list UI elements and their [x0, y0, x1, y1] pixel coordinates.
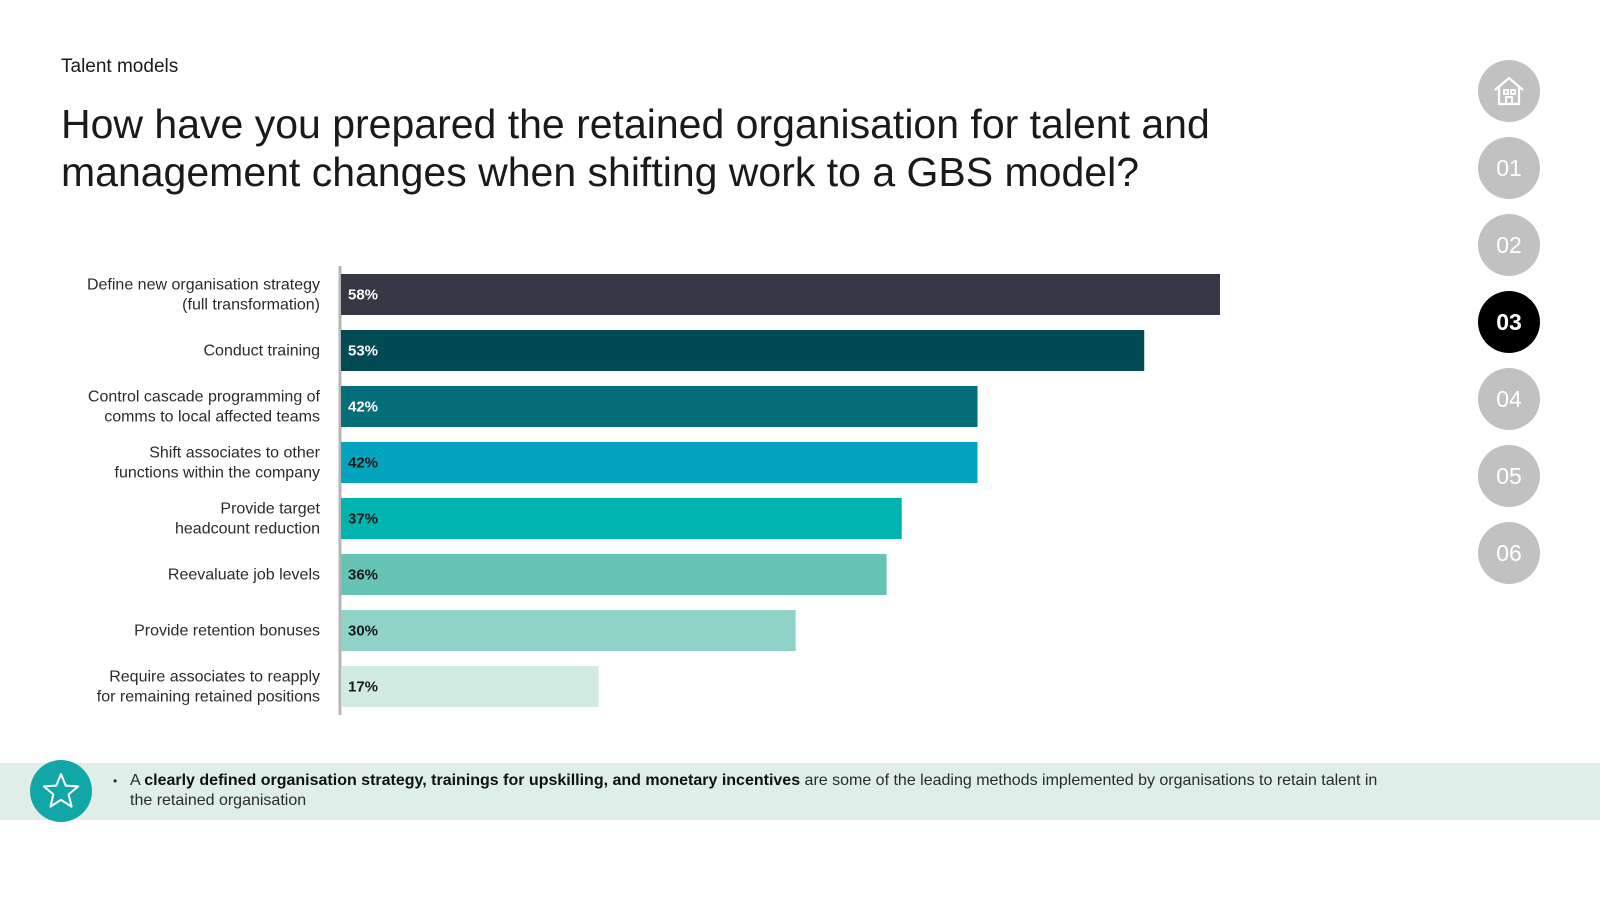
- bar-7: [341, 610, 796, 651]
- value-label-3: 42%: [348, 399, 378, 416]
- bar-4: [341, 442, 978, 483]
- nav-item-03[interactable]: 03: [1478, 291, 1540, 353]
- category-label-5-line-2: headcount reduction: [175, 521, 320, 538]
- bar-1: [341, 274, 1220, 315]
- insight-rest: are some of the leading methods implemen…: [130, 772, 1378, 809]
- value-label-8: 17%: [348, 679, 378, 696]
- star-icon: [42, 773, 80, 808]
- insight-text: • A clearly defined organisation strateg…: [113, 771, 1403, 811]
- category-label-3-line-1: Control cascade programming of: [88, 389, 321, 406]
- category-label-6: Reevaluate job levels: [168, 567, 320, 584]
- category-label-2: Conduct training: [203, 343, 320, 360]
- bar-6: [341, 554, 887, 595]
- key-insight-banner: [0, 763, 1600, 820]
- category-label-3-line-2: comms to local affected teams: [104, 409, 320, 426]
- value-label-6: 36%: [348, 567, 378, 584]
- category-label-8-line-1: Require associates to reapply: [109, 669, 320, 686]
- category-label-5-line-1: Provide target: [220, 501, 320, 518]
- bar-2: [341, 330, 1145, 371]
- bullet-marker: •: [113, 774, 118, 788]
- page-title: How have you prepared the retained organ…: [61, 100, 1311, 196]
- category-label-1-line-2: (full transformation): [182, 297, 320, 314]
- bar-3: [341, 386, 978, 427]
- category-label-4-line-1: Shift associates to other: [149, 445, 320, 462]
- nav-item-02[interactable]: 02: [1478, 214, 1540, 276]
- value-label-4: 42%: [348, 455, 378, 472]
- nav-item-06[interactable]: 06: [1478, 522, 1540, 584]
- value-label-7: 30%: [348, 623, 378, 640]
- nav-item-01[interactable]: 01: [1478, 137, 1540, 199]
- title-line-1: How have you prepared the retained organ…: [61, 101, 1210, 147]
- insight-prefix: A: [130, 772, 145, 789]
- value-label-2: 53%: [348, 343, 378, 360]
- nav-home-button[interactable]: [1478, 60, 1540, 122]
- category-label-7: Provide retention bonuses: [134, 623, 320, 640]
- category-label-8-line-2: for remaining retained positions: [97, 689, 320, 706]
- insight-badge: [30, 760, 92, 822]
- insight-highlight: clearly defined organisation strategy, t…: [144, 772, 801, 789]
- value-label-5: 37%: [348, 511, 378, 528]
- bar-5: [341, 498, 902, 539]
- section-label: Talent models: [61, 56, 179, 77]
- value-label-1: 58%: [348, 287, 378, 304]
- category-label-1-line-1: Define new organisation strategy: [87, 277, 320, 294]
- bar-8: [341, 666, 599, 707]
- home-icon: [1494, 76, 1524, 106]
- category-label-4-line-2: functions within the company: [115, 465, 320, 482]
- nav-item-04[interactable]: 04: [1478, 368, 1540, 430]
- bar-chart: 58% Define new organisation strategy (full…: [87, 266, 1220, 715]
- title-line-2: management changes when shifting work to…: [61, 149, 1139, 195]
- nav-item-05[interactable]: 05: [1478, 445, 1540, 507]
